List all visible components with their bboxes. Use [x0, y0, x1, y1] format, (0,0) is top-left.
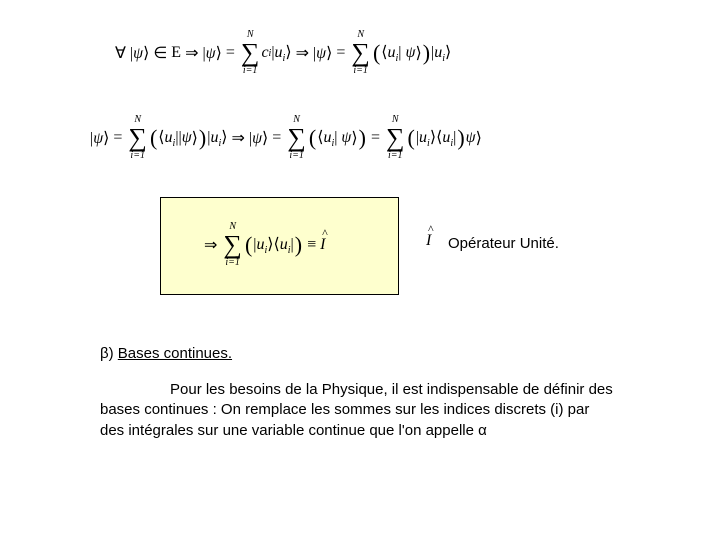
equation-1-math: ∀ ψ ∈ E ⇒ ψ= N∑i=1 ciui ⇒ ψ= N∑i=1 (ui ψ…	[115, 30, 451, 76]
section-heading: β) Bases continues.	[100, 345, 232, 362]
section-title: Bases continues.	[118, 345, 232, 362]
equation-2: ψ= N∑i=1 (ui|ψ⟩)ui ⇒ ψ= N∑i=1 (ui ψ⟩) = …	[90, 115, 720, 161]
section-marker: β)	[100, 345, 114, 362]
unity-operator-label: Opérateur Unité.	[448, 235, 559, 252]
body-paragraph: Pour les besoins de la Physique, il est …	[100, 380, 617, 441]
equation-2-math: ψ= N∑i=1 (ui|ψ⟩)ui ⇒ ψ= N∑i=1 (ui ψ⟩) = …	[90, 115, 482, 161]
equation-1: ∀ ψ ∈ E ⇒ ψ= N∑i=1 ciui ⇒ ψ= N∑i=1 (ui ψ…	[115, 30, 720, 76]
unity-symbol: I	[426, 232, 431, 250]
equation-3-math: ⇒ N∑i=1 (uiui) ≡ I	[200, 222, 325, 268]
